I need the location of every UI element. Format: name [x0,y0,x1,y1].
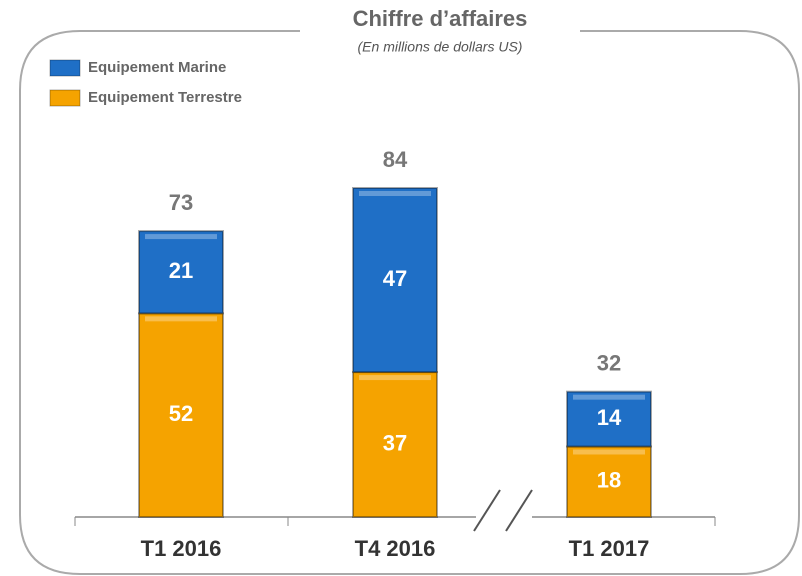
legend-swatch [49,59,81,77]
bar-highlight [145,234,217,240]
segment-label: 37 [383,430,407,455]
legend-label: Equipement Marine [88,59,226,76]
total-label: 73 [169,190,193,215]
bar-highlight [145,316,217,322]
bar-segment [352,187,438,374]
bar-segment [138,230,224,315]
bar-segment [566,445,652,518]
segment-label: 47 [383,266,407,291]
x-tick-label: T4 2016 [355,536,436,561]
axis-break [505,489,533,532]
segment-label: 21 [169,258,193,283]
segment-label: 14 [597,405,622,430]
bar-highlight [573,394,645,400]
bar-highlight [359,191,431,196]
total-label: 84 [383,147,408,172]
axis-break-gap [476,505,532,529]
x-tick-label: T1 2017 [569,536,650,561]
bar-segment [138,312,224,519]
legend-swatch [49,89,81,107]
legend-label: Equipement Terrestre [88,89,242,106]
segment-label: 52 [169,401,193,426]
chart-subtitle: (En millions de dollars US) [358,39,523,55]
x-tick-label: T1 2016 [141,536,222,561]
segment-label: 18 [597,468,621,493]
bar-highlight [359,375,431,381]
total-label: 32 [597,350,621,375]
bar-highlight [573,449,645,455]
frame [19,30,800,575]
chart-title: Chiffre d’affaires [353,6,528,31]
bar-segment [352,371,438,519]
axis-break [473,489,501,532]
bar-segment [566,390,652,448]
